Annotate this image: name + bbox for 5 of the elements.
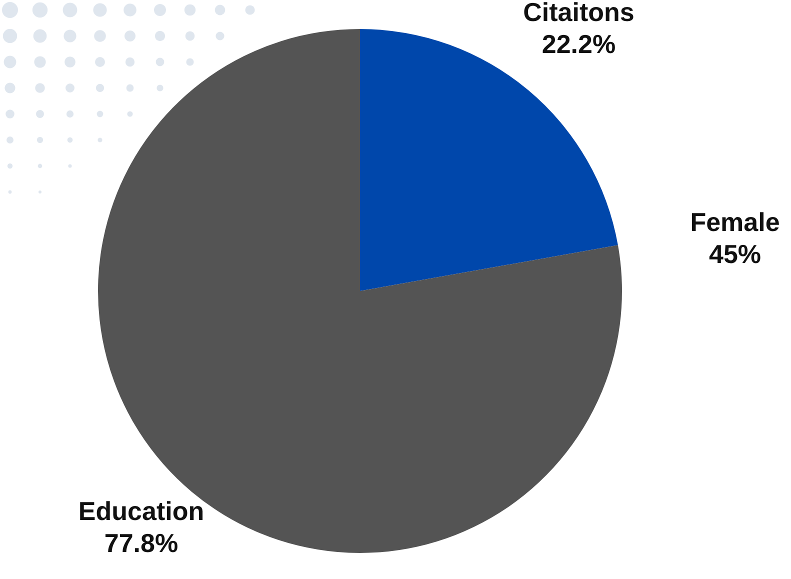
slice-label: Citaitons — [523, 0, 634, 28]
slice-label: Education — [78, 496, 204, 526]
text: Female 45% — [690, 207, 780, 270]
data-label: 22.2% — [542, 29, 616, 60]
data-label: 77.8% — [104, 528, 178, 558]
